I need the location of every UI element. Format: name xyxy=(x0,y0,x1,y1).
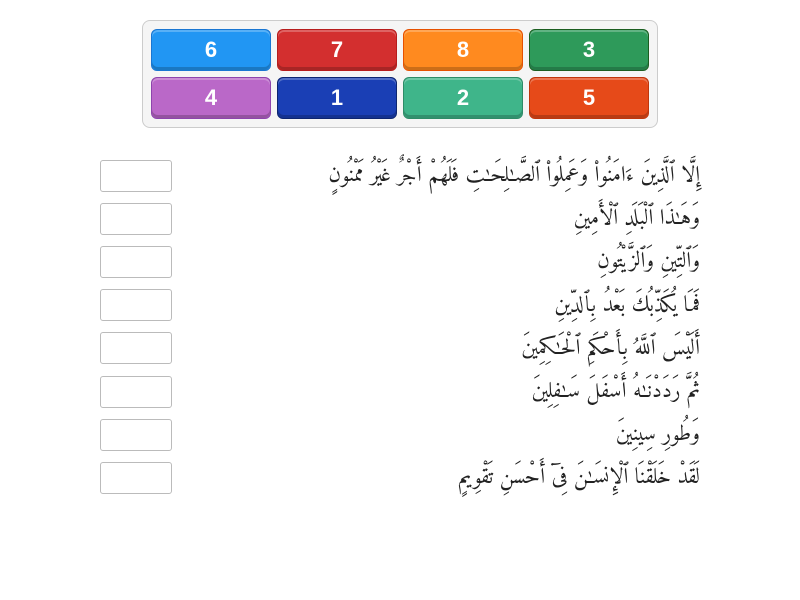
question-row: وَٱلتِّينِ وَٱلزَّيْتُونِ xyxy=(100,244,700,279)
tile-1[interactable]: 1 xyxy=(277,77,397,119)
dropzone-2[interactable] xyxy=(100,203,172,235)
question-text: وَٱلتِّينِ وَٱلزَّيْتُونِ xyxy=(190,244,700,279)
question-row: ثُمَّ رَدَدْنَـٰهُ أَسْفَلَ سَـٰفِلِينَ xyxy=(100,374,700,409)
dropzone-3[interactable] xyxy=(100,246,172,278)
questions-list: إِلَّا ٱلَّذِينَ ءَامَنُوا۟ وَعَمِلُوا۟ … xyxy=(100,158,700,496)
question-row: أَلَيْسَ ٱللَّهُ بِأَحْكَمِ ٱلْحَـٰكِمِي… xyxy=(100,331,700,366)
tile-3[interactable]: 3 xyxy=(529,29,649,71)
dropzone-1[interactable] xyxy=(100,160,172,192)
tile-7[interactable]: 7 xyxy=(277,29,397,71)
question-row: وَهَـٰذَا ٱلْبَلَدِ ٱلْأَمِينِ xyxy=(100,201,700,236)
tile-8[interactable]: 8 xyxy=(403,29,523,71)
question-text: لَقَدْ خَلَقْنَا ٱلْإِنسَـٰنَ فِىٓ أَحْس… xyxy=(190,460,700,495)
dropzone-7[interactable] xyxy=(100,419,172,451)
question-row: فَمَا يُكَذِّبُكَ بَعْدُ بِٱلدِّينِ xyxy=(100,288,700,323)
question-text: فَمَا يُكَذِّبُكَ بَعْدُ بِٱلدِّينِ xyxy=(190,288,700,323)
question-text: وَهَـٰذَا ٱلْبَلَدِ ٱلْأَمِينِ xyxy=(190,201,700,236)
tile-4[interactable]: 4 xyxy=(151,77,271,119)
question-text: إِلَّا ٱلَّذِينَ ءَامَنُوا۟ وَعَمِلُوا۟ … xyxy=(190,158,700,193)
tile-2[interactable]: 2 xyxy=(403,77,523,119)
tile-5[interactable]: 5 xyxy=(529,77,649,119)
question-text: ثُمَّ رَدَدْنَـٰهُ أَسْفَلَ سَـٰفِلِينَ xyxy=(190,374,700,409)
tile-6[interactable]: 6 xyxy=(151,29,271,71)
question-text: وَطُورِ سِينِينَ xyxy=(190,417,700,452)
dropzone-5[interactable] xyxy=(100,332,172,364)
tiles-row-2: 4 1 2 5 xyxy=(151,77,649,119)
question-row: لَقَدْ خَلَقْنَا ٱلْإِنسَـٰنَ فِىٓ أَحْس… xyxy=(100,460,700,495)
tiles-panel: 6 7 8 3 4 1 2 5 xyxy=(142,20,658,128)
question-text: أَلَيْسَ ٱللَّهُ بِأَحْكَمِ ٱلْحَـٰكِمِي… xyxy=(190,331,700,366)
tiles-row-1: 6 7 8 3 xyxy=(151,29,649,71)
dropzone-4[interactable] xyxy=(100,289,172,321)
dropzone-8[interactable] xyxy=(100,462,172,494)
dropzone-6[interactable] xyxy=(100,376,172,408)
question-row: إِلَّا ٱلَّذِينَ ءَامَنُوا۟ وَعَمِلُوا۟ … xyxy=(100,158,700,193)
question-row: وَطُورِ سِينِينَ xyxy=(100,417,700,452)
